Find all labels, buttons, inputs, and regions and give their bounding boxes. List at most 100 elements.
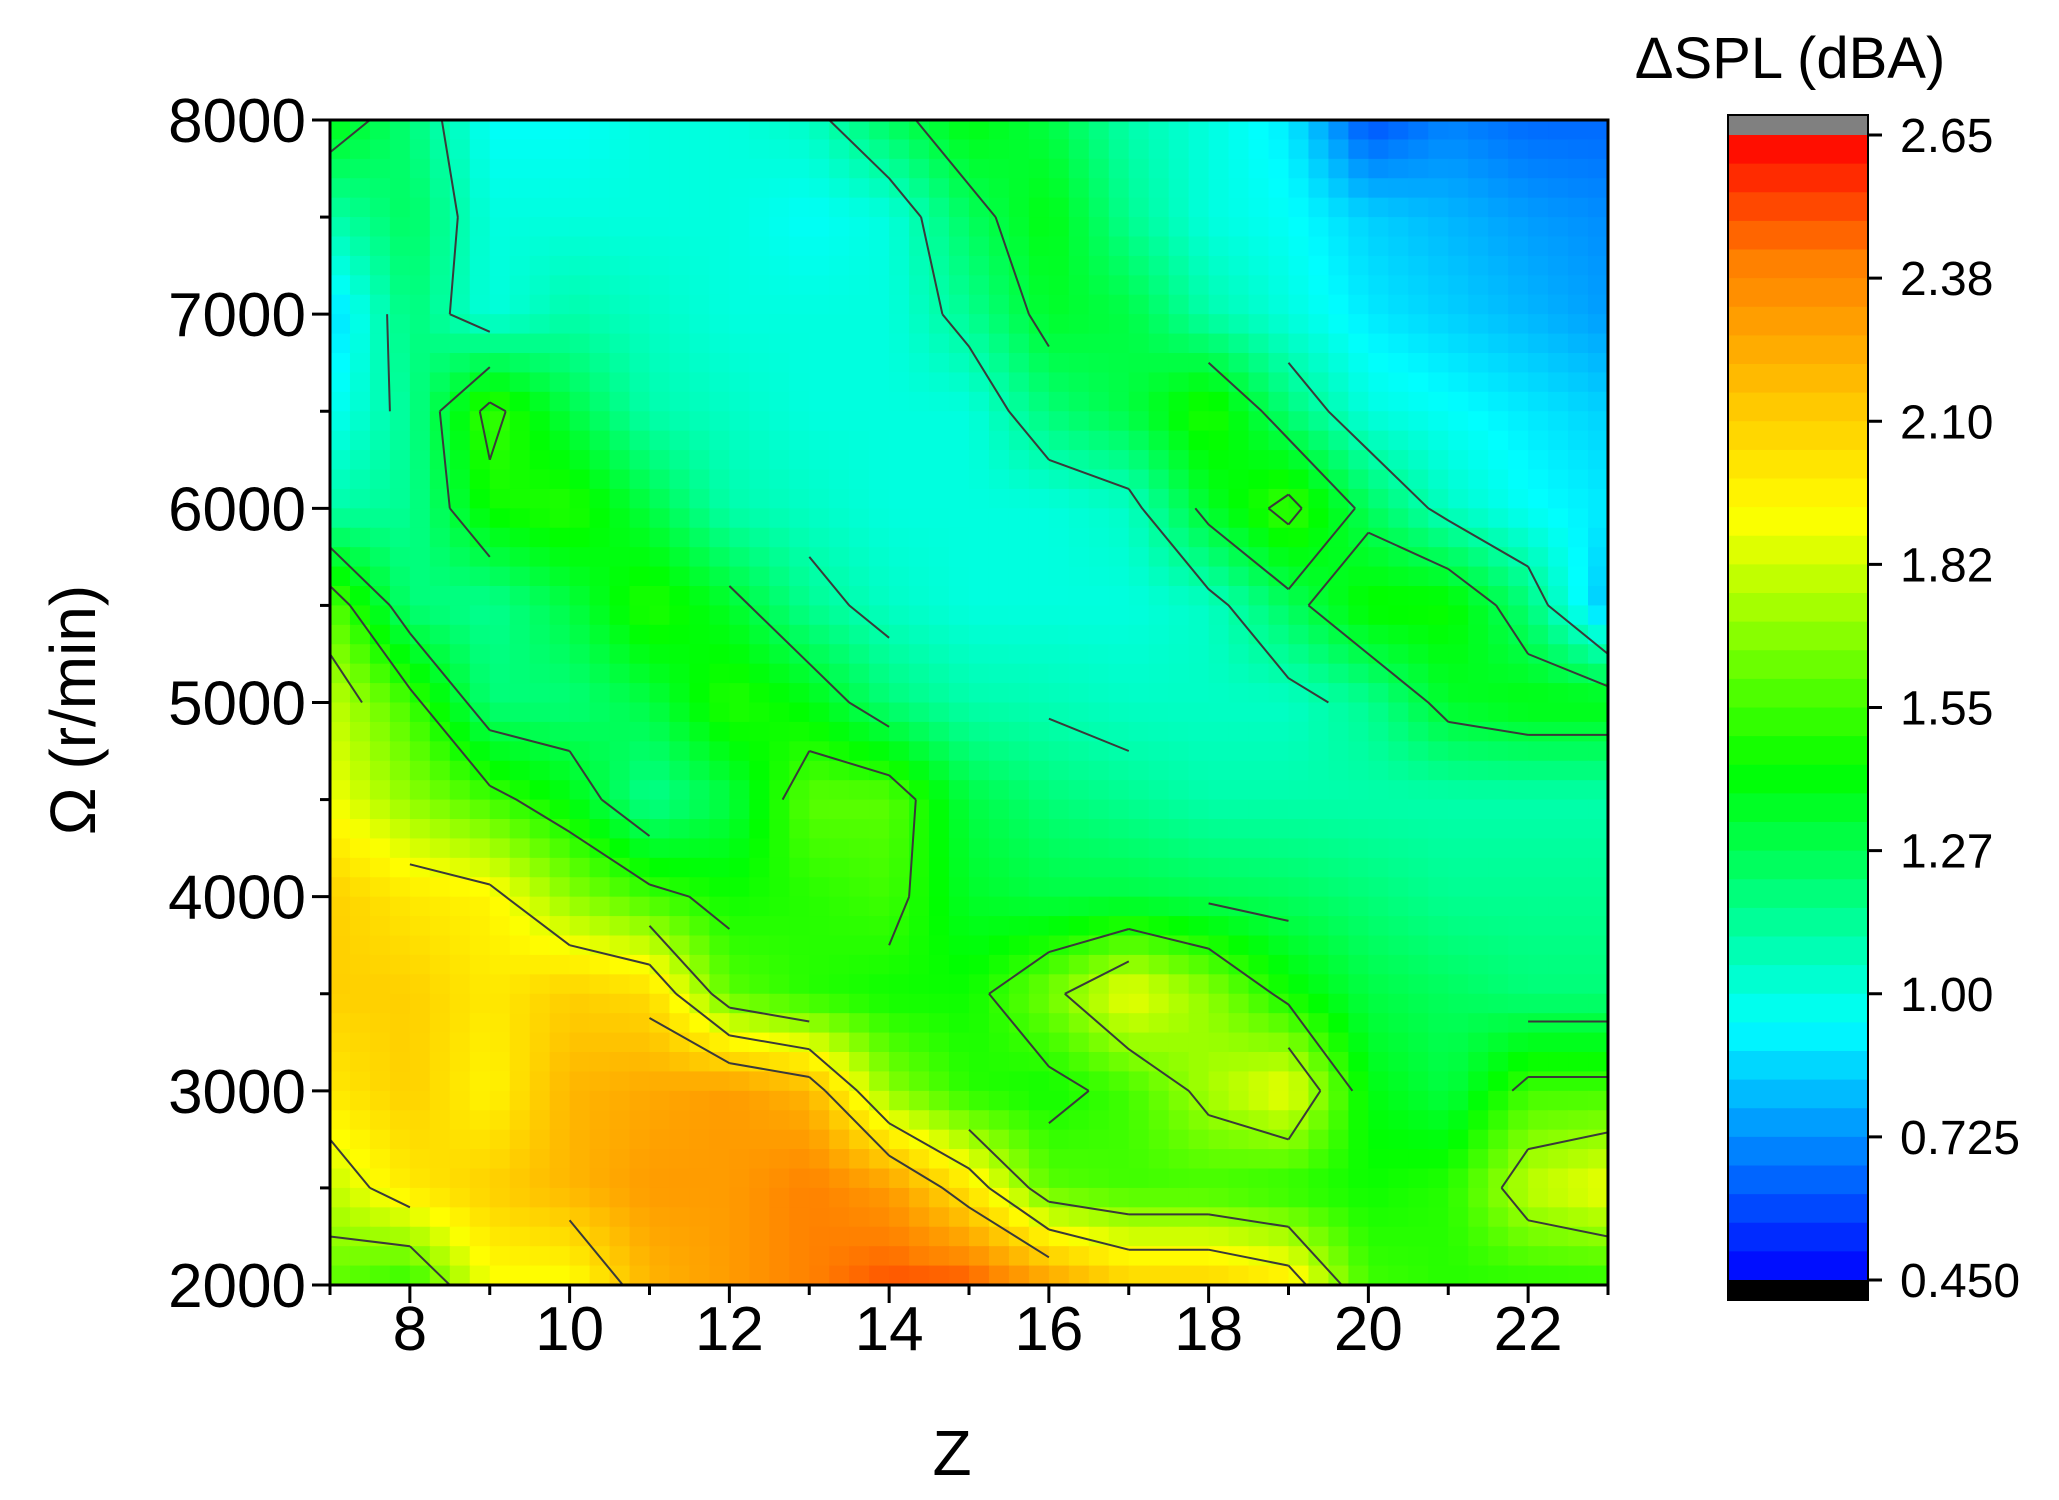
heatmap-cell [969, 1226, 990, 1247]
heatmap-cell [1288, 935, 1310, 956]
heatmap-cell [649, 741, 671, 762]
heatmap-cell [509, 488, 531, 510]
heatmap-cell [1548, 1090, 1569, 1112]
heatmap-cell [1148, 178, 1170, 199]
heatmap-cell [1488, 683, 1509, 704]
heatmap-cell [349, 1013, 371, 1034]
heatmap-cell [949, 799, 970, 820]
heatmap-cell [1468, 877, 1489, 898]
heatmap-cell [949, 333, 970, 354]
heatmap-cell [1368, 1149, 1390, 1170]
heatmap-cell [1548, 857, 1569, 879]
heatmap-cell [889, 760, 910, 781]
heatmap-cell [349, 702, 371, 723]
heatmap-cell [988, 158, 1010, 180]
heatmap-cell [669, 314, 691, 335]
heatmap-cell [809, 1187, 831, 1209]
heatmap-cell [1488, 586, 1509, 607]
heatmap-cell [1588, 1226, 1608, 1247]
heatmap-cell [1268, 353, 1290, 374]
heatmap-cell [629, 1168, 651, 1189]
heatmap-cell [389, 294, 411, 315]
heatmap-cell [1128, 508, 1150, 529]
heatmap-cell [609, 974, 631, 995]
heatmap-cell [988, 1168, 1010, 1189]
heatmap-cell [629, 702, 651, 723]
colorbar-tick-label: 1.27 [1900, 826, 1993, 879]
heatmap-cell [1468, 760, 1489, 781]
heatmap-cell [949, 1110, 970, 1131]
heatmap-cell [569, 1013, 591, 1034]
heatmap-cell [549, 838, 571, 859]
heatmap-cell [929, 993, 950, 1014]
heatmap-cell [1148, 1149, 1170, 1170]
heatmap-cell [749, 1071, 771, 1092]
heatmap-cell [509, 1090, 531, 1112]
heatmap-cell [1508, 1168, 1529, 1189]
heatmap-cell [1248, 586, 1270, 607]
heatmap-cell [969, 566, 990, 587]
heatmap-cell [1208, 1265, 1230, 1285]
heatmap-cell [1528, 586, 1549, 607]
heatmap-cell [1288, 857, 1310, 879]
heatmap-cell [1108, 1149, 1130, 1170]
heatmap-cell [1528, 547, 1549, 568]
heatmap-cell [1588, 333, 1608, 354]
heatmap-cell [389, 197, 411, 218]
heatmap-cell [729, 236, 751, 257]
heatmap-cell [1508, 799, 1529, 820]
heatmap-cell [949, 547, 970, 568]
heatmap-cell [749, 488, 771, 510]
heatmap-cell [1088, 158, 1110, 180]
heatmap-cell [1468, 120, 1489, 141]
heatmap-cell [569, 1265, 591, 1285]
heatmap-cell [969, 314, 990, 335]
heatmap-cell [1528, 974, 1549, 995]
heatmap-cell [789, 1207, 811, 1228]
heatmap-cell [1108, 411, 1130, 432]
colorbar-band [1728, 707, 1868, 737]
heatmap-cell [629, 605, 651, 626]
heatmap-cell [1368, 430, 1390, 451]
heatmap-cell [549, 294, 571, 315]
heatmap-cell [1508, 1052, 1529, 1073]
heatmap-cell [1568, 1032, 1589, 1053]
heatmap-cell [609, 139, 631, 160]
heatmap-cell [1408, 1110, 1430, 1131]
heatmap-cell [749, 721, 771, 743]
heatmap-cell [609, 1149, 631, 1170]
heatmap-cell [649, 255, 671, 277]
heatmap-cell [1588, 197, 1608, 218]
heatmap-cell [1448, 1129, 1470, 1150]
heatmap-cell [1588, 1187, 1608, 1209]
heatmap-cell [1468, 488, 1489, 510]
heatmap-cell [1348, 197, 1370, 218]
heatmap-cell [409, 896, 431, 917]
heatmap-cell [1268, 896, 1290, 917]
heatmap-cell [1088, 139, 1110, 160]
heatmap-cell [1368, 624, 1390, 646]
heatmap-cell [1568, 430, 1589, 451]
heatmap-cell [369, 294, 391, 315]
heatmap-cell [1008, 1071, 1030, 1092]
heatmap-cell [409, 877, 431, 898]
heatmap-cell [449, 702, 471, 723]
heatmap-cell [809, 353, 831, 374]
heatmap-cell [589, 780, 611, 801]
heatmap-cell [1368, 1052, 1390, 1073]
heatmap-cell [409, 139, 431, 160]
heatmap-cells [330, 120, 1608, 1285]
heatmap-cell [1528, 663, 1549, 684]
heatmap-cell [629, 139, 651, 160]
heatmap-cell [529, 605, 551, 626]
heatmap-cell [1268, 197, 1290, 218]
heatmap-cell [330, 935, 351, 956]
heatmap-cell [1308, 1110, 1330, 1131]
heatmap-cell [609, 605, 631, 626]
heatmap-cell [669, 178, 691, 199]
heatmap-cell [409, 1265, 431, 1285]
heatmap-cell [489, 139, 511, 160]
heatmap-cell [1328, 1246, 1350, 1267]
heatmap-cell [1348, 799, 1370, 820]
heatmap-cell [729, 663, 751, 684]
